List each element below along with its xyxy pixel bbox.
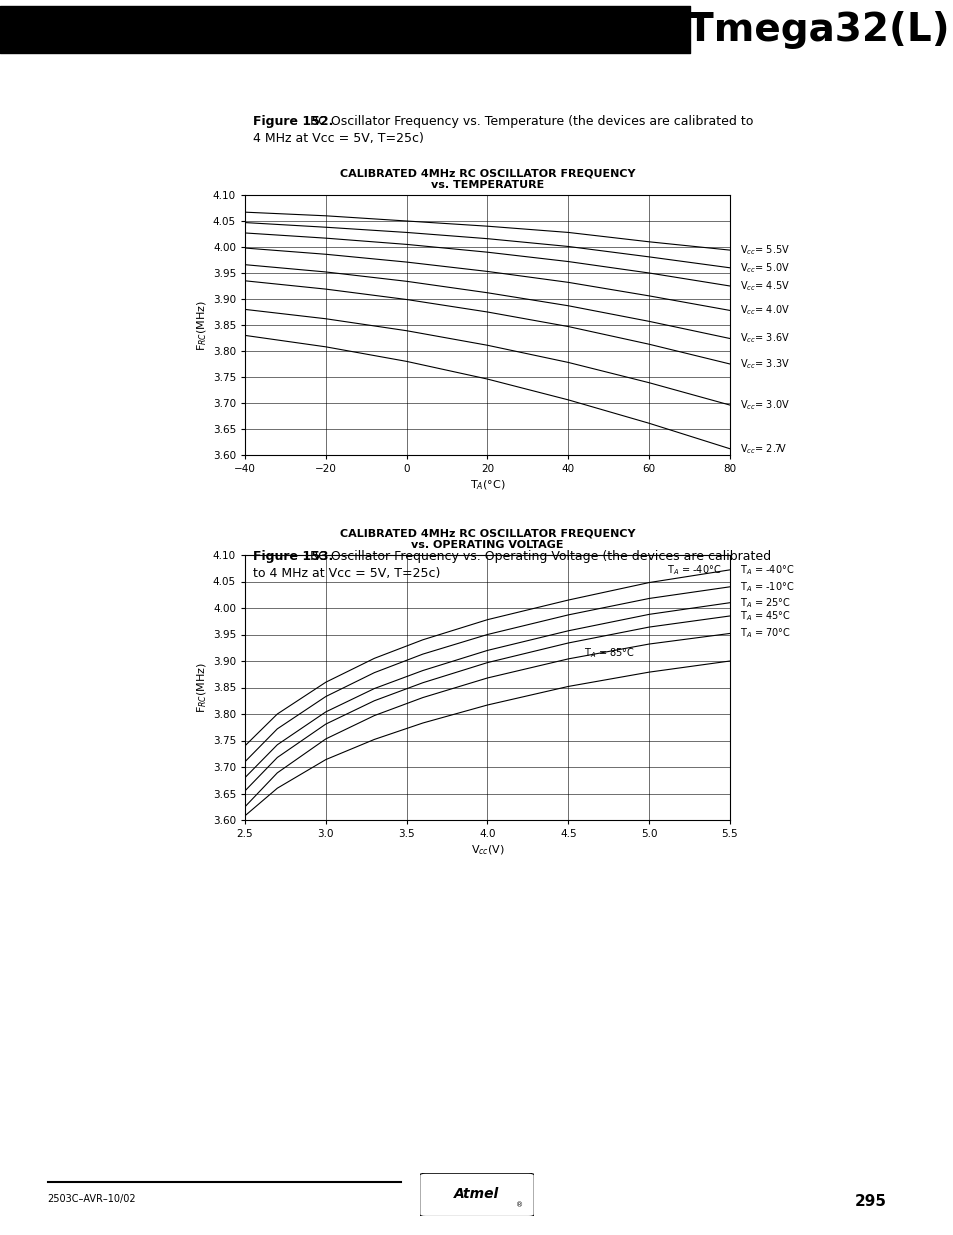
Text: T$_A$ = 25°C: T$_A$ = 25°C — [740, 595, 791, 610]
Text: RC Oscillator Frequency vs. Operating Voltage (the devices are calibrated: RC Oscillator Frequency vs. Operating Vo… — [310, 550, 770, 563]
Text: V$_{cc}$= 5.0V: V$_{cc}$= 5.0V — [740, 261, 790, 274]
Text: V$_{cc}$= 3.3V: V$_{cc}$= 3.3V — [740, 357, 789, 370]
Text: V$_{cc}$= 3.0V: V$_{cc}$= 3.0V — [740, 398, 790, 412]
Text: V$_{cc}$= 2.7V: V$_{cc}$= 2.7V — [740, 442, 787, 456]
Y-axis label: F$_{RC}$(MHz): F$_{RC}$(MHz) — [194, 299, 209, 351]
Text: T$_A$ = -10°C: T$_A$ = -10°C — [740, 580, 794, 594]
Text: T$_A$ = -40°C: T$_A$ = -40°C — [667, 563, 721, 577]
Text: 2503C–AVR–10/02: 2503C–AVR–10/02 — [48, 1194, 136, 1204]
Text: to 4 MHz at Vcc = 5V, T=25c): to 4 MHz at Vcc = 5V, T=25c) — [253, 567, 439, 580]
Text: Figure 153.: Figure 153. — [253, 550, 333, 563]
Text: RC Oscillator Frequency vs. Temperature (the devices are calibrated to: RC Oscillator Frequency vs. Temperature … — [310, 115, 753, 128]
Text: V$_{cc}$= 4.0V: V$_{cc}$= 4.0V — [740, 304, 790, 317]
Text: ®: ® — [516, 1203, 522, 1209]
Text: Figure 152.: Figure 152. — [253, 115, 333, 128]
Text: 4 MHz at Vcc = 5V, T=25c): 4 MHz at Vcc = 5V, T=25c) — [253, 132, 423, 146]
Text: V$_{cc}$= 5.5V: V$_{cc}$= 5.5V — [740, 243, 790, 257]
Text: Atmel: Atmel — [454, 1187, 499, 1200]
Title: CALIBRATED 4MHz RC OSCILLATOR FREQUENCY
vs. OPERATING VOLTAGE: CALIBRATED 4MHz RC OSCILLATOR FREQUENCY … — [339, 529, 635, 550]
Text: T$_A$ = 85°C: T$_A$ = 85°C — [584, 646, 635, 659]
Text: ATmega32(L): ATmega32(L) — [659, 11, 949, 48]
Text: V$_{cc}$= 4.5V: V$_{cc}$= 4.5V — [740, 279, 790, 293]
Text: V$_{cc}$= 3.6V: V$_{cc}$= 3.6V — [740, 332, 790, 346]
Text: T$_A$ = 45°C: T$_A$ = 45°C — [740, 609, 791, 622]
Text: T$_A$ = 70°C: T$_A$ = 70°C — [740, 626, 791, 640]
X-axis label: V$_{cc}$(V): V$_{cc}$(V) — [470, 844, 504, 857]
Text: 295: 295 — [854, 1194, 886, 1209]
X-axis label: T$_A$(°C): T$_A$(°C) — [469, 478, 505, 492]
Y-axis label: F$_{RC}$(MHz): F$_{RC}$(MHz) — [194, 662, 209, 713]
Text: T$_A$ = -40°C: T$_A$ = -40°C — [740, 563, 794, 577]
Title: CALIBRATED 4MHz RC OSCILLATOR FREQUENCY
vs. TEMPERATURE: CALIBRATED 4MHz RC OSCILLATOR FREQUENCY … — [339, 168, 635, 190]
